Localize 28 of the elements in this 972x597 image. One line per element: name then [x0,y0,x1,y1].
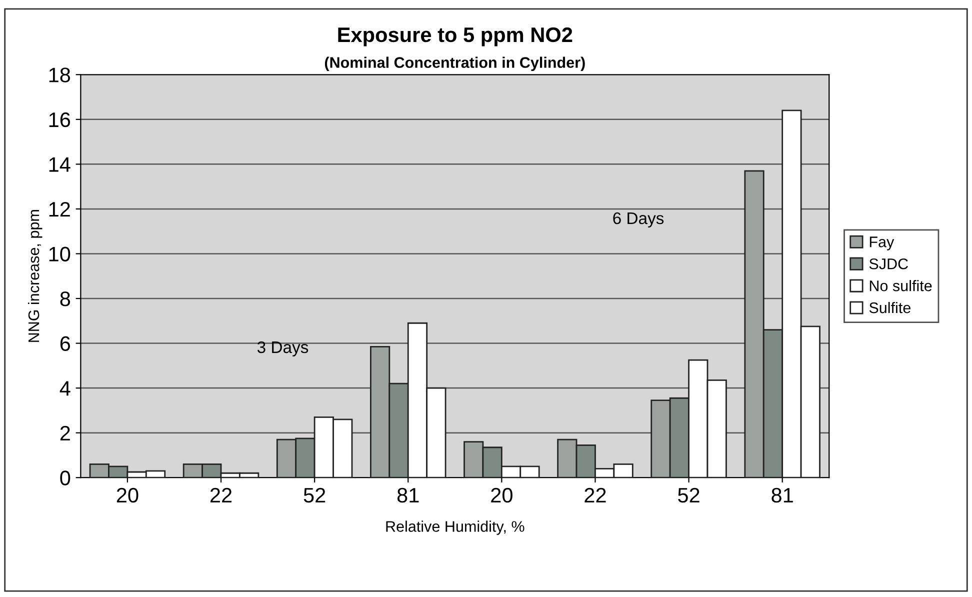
chart-subtitle: (Nominal Concentration in Cylinder) [324,56,585,71]
y-tick-label: 2 [60,426,70,440]
y-tick-label: 18 [49,68,70,82]
y-tick-label: 12 [49,202,70,216]
legend-label: Sulfite [869,302,910,314]
y-tick-label: 16 [49,112,70,128]
chart-title: Exposure to 5 ppm NO2 [338,27,572,46]
legend-label: Fay [870,236,894,250]
x-tick-label: 22 [584,488,606,502]
y-tick-label: 8 [60,292,70,306]
x-tick-label: 22 [210,488,232,502]
x-tick-label: 81 [772,488,793,503]
y-tick-label: 0 [60,470,70,486]
y-tick-label: 10 [49,246,70,262]
annotation: 6 Days [613,212,664,228]
legend-label: SJDC [869,258,908,270]
x-axis-title: Relative Humidity, % [386,520,524,535]
legend-label: No sulfite [870,280,932,292]
y-axis-title: NNG increase, ppm [28,210,42,342]
x-tick-label: 20 [491,488,512,503]
y-tick-label: 14 [49,157,70,172]
y-tick-label: 4 [60,381,70,396]
x-tick-label: 52 [304,488,326,503]
x-tick-label: 52 [678,488,700,503]
x-tick-label: 20 [116,488,138,503]
annotation: 3 Days [257,341,308,356]
y-tick-label: 6 [60,336,70,352]
x-tick-label: 81 [397,488,419,503]
